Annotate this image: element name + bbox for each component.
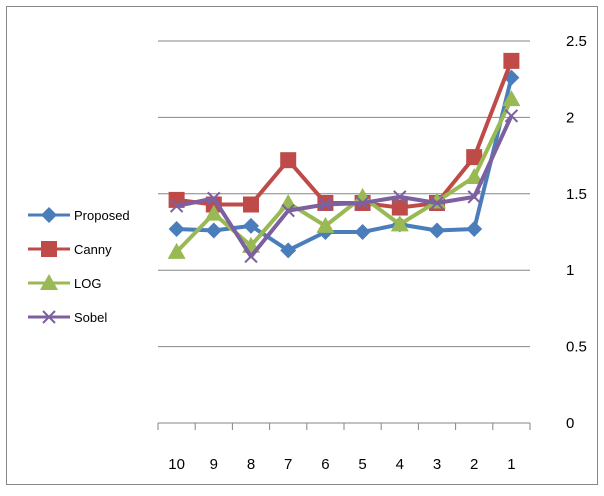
data-point-log [167, 242, 186, 259]
data-point-sobel [244, 249, 258, 264]
data-point-proposed [429, 222, 445, 239]
legend-label: Sobel [74, 310, 107, 325]
data-point-log [390, 215, 409, 232]
x-tick-label: 7 [284, 456, 292, 473]
y-tick-label: 2 [566, 109, 574, 126]
data-point-log [502, 90, 521, 107]
series-group [167, 52, 521, 264]
legend-label: Proposed [74, 208, 130, 223]
data-point-sobel [281, 203, 295, 218]
data-point-sobel [504, 109, 519, 123]
y-tick-label: 0 [566, 415, 574, 432]
data-point-sobel [430, 196, 444, 210]
y-axis: 0 0.5 1 1.5 2 2.5 [566, 33, 587, 432]
data-point-canny [243, 196, 259, 213]
data-point-canny [391, 199, 408, 216]
x-tick-label: 2 [470, 456, 478, 473]
data-point-log [204, 204, 223, 221]
x-tick-label: 9 [210, 456, 218, 473]
x-tick-label: 6 [321, 456, 329, 473]
data-point-proposed [205, 222, 222, 239]
legend-item-canny: Canny [28, 241, 112, 257]
legend-marker [42, 310, 56, 324]
data-point-sobel [169, 199, 184, 213]
data-point-proposed [280, 242, 297, 259]
x-tick-label: 10 [168, 456, 185, 473]
legend-label: LOG [74, 276, 101, 291]
data-point-proposed [243, 217, 259, 234]
data-point-proposed [168, 220, 185, 237]
x-tick-label: 1 [507, 456, 515, 473]
legend-item-proposed: Proposed [28, 207, 130, 223]
y-tick-label: 1 [566, 262, 574, 279]
data-point-log [316, 216, 335, 233]
data-point-sobel [467, 190, 481, 204]
legend-marker [40, 274, 58, 290]
legend-label: Canny [74, 242, 112, 257]
x-axis: 10 9 8 7 6 5 4 3 2 1 [157, 422, 531, 473]
y-tick-label: 0.5 [566, 339, 587, 356]
data-point-canny [280, 152, 297, 169]
x-tick-label: 4 [396, 456, 404, 473]
data-point-canny [503, 52, 520, 69]
gridlines [158, 40, 530, 348]
x-tick-label: 3 [433, 456, 441, 473]
x-tick-label: 8 [247, 456, 255, 473]
legend: Proposed Canny LOG Sobel [28, 207, 130, 325]
legend-marker [41, 241, 57, 257]
data-point-sobel [393, 190, 407, 204]
data-point-sobel [207, 191, 221, 206]
y-tick-label: 1.5 [566, 186, 587, 203]
legend-item-log: LOG [28, 274, 101, 291]
data-point-sobel [355, 196, 370, 210]
y-tick-label: 2.5 [566, 33, 587, 50]
data-point-proposed [354, 224, 371, 240]
data-point-sobel [318, 197, 333, 212]
series-line-sobel [176, 115, 514, 259]
x-tick-label: 5 [358, 456, 366, 473]
data-point-proposed [466, 220, 483, 237]
series-sobel [169, 109, 519, 264]
data-point-canny [466, 149, 483, 166]
data-point-log [465, 167, 484, 184]
legend-item-sobel: Sobel [28, 310, 107, 325]
data-point-log [428, 192, 446, 209]
legend-marker [41, 207, 57, 223]
